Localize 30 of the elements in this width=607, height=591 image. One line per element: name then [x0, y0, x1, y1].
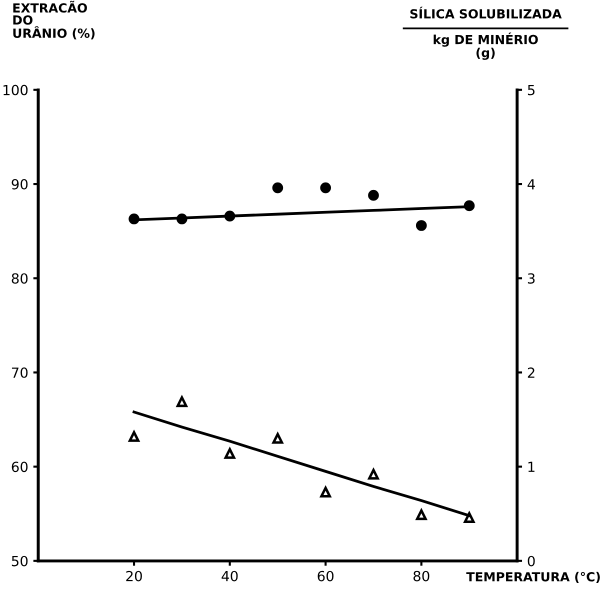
x-axis-title: TEMPERATURA (°C) — [466, 572, 600, 583]
x-tick-label: 80 — [413, 570, 430, 582]
point — [272, 182, 284, 194]
point — [320, 182, 332, 194]
y-tick-label: 100 — [4, 84, 28, 96]
point — [368, 190, 379, 201]
y2-tick-label: 4 — [528, 179, 535, 190]
point — [416, 220, 427, 231]
y-tick-label: 90 — [12, 179, 28, 190]
x-tick-label: 60 — [318, 570, 334, 582]
y2-tick-label: 5 — [528, 84, 535, 96]
point — [368, 468, 379, 480]
y2-tick-label: 0 — [528, 556, 535, 566]
y2-tick-label: 1 — [528, 462, 534, 472]
x-tick-label: 40 — [222, 570, 238, 582]
y2-tick-label: 2 — [528, 367, 534, 378]
y2-tick-label: 3 — [528, 273, 535, 284]
point — [128, 431, 140, 442]
x-tick-label: 20 — [126, 570, 142, 582]
point — [224, 448, 236, 459]
y2-axis-title: SÍLICA SOLUBILIZADA kg DE MINÉRIO (g) — [410, 6, 562, 60]
y-tick-label: 70 — [12, 367, 28, 378]
point — [320, 486, 332, 498]
point — [416, 509, 427, 520]
y-axis-title: EXTRACÃO DO URÂNIO (%) — [13, 0, 95, 40]
y-tick-label: 60 — [12, 462, 28, 472]
point — [176, 396, 188, 408]
y-tick-label: 50 — [12, 556, 28, 566]
y-tick-label: 80 — [12, 273, 28, 284]
point — [272, 432, 284, 444]
